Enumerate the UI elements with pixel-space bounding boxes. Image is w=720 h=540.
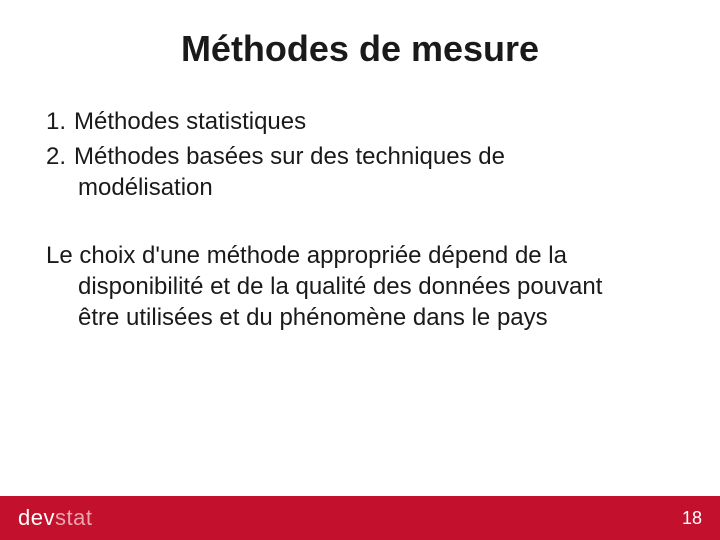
list-item: 1.Méthodes statistiques [46,106,680,137]
paragraph-line: disponibilité et de la qualité des donné… [46,271,680,302]
list-number: 1. [46,106,74,137]
logo-suffix: stat [55,505,92,531]
list-text-cont: modélisation [46,172,680,203]
slide: Méthodes de mesure 1.Méthodes statistiqu… [0,0,720,540]
paragraph-line: Le choix d'une méthode appropriée dépend… [46,242,567,269]
paragraph-line: être utilisées et du phénomène dans le p… [46,302,680,333]
list-text: Méthodes basées sur des techniques de [74,143,505,170]
paragraph: Le choix d'une méthode appropriée dépend… [46,240,680,334]
footer-bar: devstat 18 [0,496,720,540]
list-number: 2. [46,141,74,172]
slide-title: Méthodes de mesure [40,28,680,70]
list-text: Méthodes statistiques [74,108,306,135]
logo-prefix: dev [18,505,55,531]
list-item: 2.Méthodes basées sur des techniques de … [46,141,680,203]
page-number: 18 [682,508,702,529]
slide-body: 1.Méthodes statistiques 2.Méthodes basée… [40,106,680,333]
logo: devstat [18,505,92,531]
